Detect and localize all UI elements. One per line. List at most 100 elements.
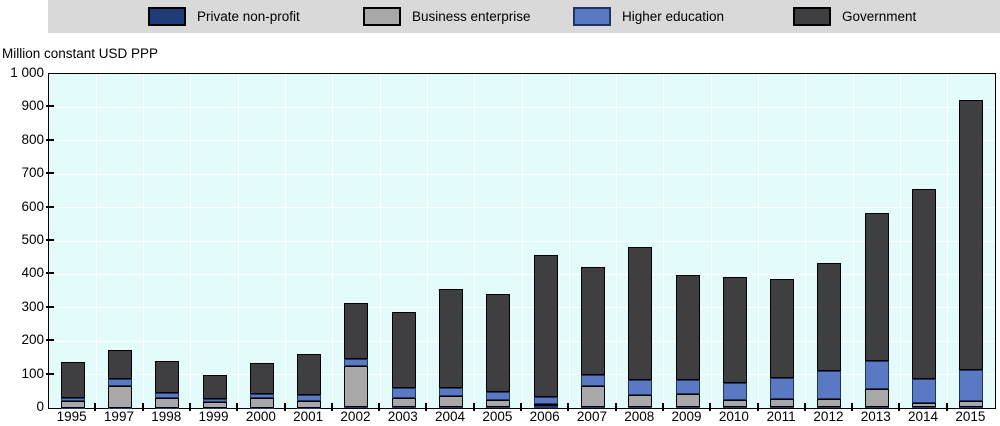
legend-item-higher-education: Higher education (573, 0, 724, 33)
bar-segment-2010-government (722, 276, 747, 383)
bar-segment-2010-private-non-profit (722, 407, 747, 408)
bar-segment-2013-higher-education (864, 360, 889, 390)
private-non-profit-swatch (148, 7, 186, 26)
legend-label-private-non-profit: Private non-profit (197, 9, 300, 24)
bar-segment-1998-business-enterprise (155, 397, 180, 408)
bar-segment-2002-business-enterprise (344, 365, 369, 408)
x-category-label: 2000 (245, 409, 276, 424)
x-tick-mark (283, 403, 286, 411)
bar-segment-2001-government (297, 353, 322, 396)
bar-segment-2013-private-non-profit (864, 407, 889, 408)
y-tick-label: 500 (21, 232, 44, 247)
bar-segment-2011-higher-education (770, 378, 795, 399)
bar-segment-2005-higher-education (486, 391, 511, 400)
x-category-label: 2001 (293, 409, 324, 424)
x-tick-mark (756, 403, 759, 411)
bar-segment-2000-business-enterprise (249, 397, 274, 408)
bar-segment-2002-private-non-profit (344, 407, 369, 408)
gridline-vertical (568, 74, 570, 408)
y-axis-title: Million constant USD PPP (2, 46, 159, 61)
bar-segment-2007-government (580, 267, 605, 375)
y-tick-label: 400 (21, 265, 44, 281)
bar-segment-2004-higher-education (439, 387, 464, 397)
x-category-label: 2015 (955, 409, 986, 424)
bar-segment-2013-business-enterprise (864, 389, 889, 408)
legend-label-business-enterprise: Business enterprise (412, 9, 531, 24)
chart-legend: Private non-profit Business enterprise H… (48, 0, 1000, 33)
bar-segment-2001-higher-education (297, 395, 322, 401)
bar-segment-2008-higher-education (628, 379, 653, 396)
y-tick-label: 200 (21, 332, 44, 348)
y-tick-mark (46, 272, 54, 275)
bar-segment-2014-business-enterprise (912, 403, 937, 408)
x-category-label: 2014 (908, 409, 939, 424)
x-tick-mark (661, 403, 664, 411)
legend-label-government: Government (842, 9, 917, 24)
gridline-vertical (710, 74, 712, 408)
y-tick-label: 900 (21, 98, 44, 114)
x-category-label: 1995 (56, 409, 87, 424)
x-category-label: 2010 (718, 409, 749, 424)
bar-segment-2001-business-enterprise (297, 401, 322, 408)
bar-segment-2011-business-enterprise (770, 398, 795, 408)
bar-segment-2012-government (817, 263, 842, 371)
bar-segment-2006-higher-education (533, 396, 558, 405)
bar-segment-2009-private-non-profit (675, 407, 700, 408)
bar-segment-2005-government (486, 293, 511, 392)
x-tick-mark (803, 403, 806, 411)
x-tick-mark (425, 403, 428, 411)
gridline-vertical (143, 74, 145, 408)
x-category-label: 2004 (435, 409, 466, 424)
x-category-label: 2003 (387, 409, 418, 424)
gridline-vertical (95, 74, 97, 408)
gridline-vertical (426, 74, 428, 408)
bar-segment-1999-business-enterprise (202, 402, 227, 408)
x-tick-mark (898, 403, 901, 411)
bar-segment-2013-government (864, 212, 889, 361)
gridline-vertical (805, 74, 807, 408)
y-tick-mark (46, 372, 54, 375)
gridline-vertical (521, 74, 523, 408)
bar-segment-2014-higher-education (912, 378, 937, 403)
x-category-label: 1997 (103, 409, 134, 424)
bar-segment-2000-higher-education (249, 393, 274, 398)
y-tick-label: 600 (21, 198, 44, 214)
gridline-vertical (852, 74, 854, 408)
x-tick-mark (614, 403, 617, 411)
x-category-label: 2005 (482, 409, 513, 424)
x-tick-mark (567, 403, 570, 411)
bar-segment-2004-private-non-profit (439, 407, 464, 408)
x-category-label: 2011 (766, 409, 796, 424)
gridline-vertical (285, 74, 286, 408)
bar-segment-2006-private-non-profit (533, 406, 558, 408)
bar-segment-2014-government (912, 189, 937, 379)
x-tick-mark (520, 403, 522, 411)
bar-segment-2003-higher-education (391, 388, 416, 399)
y-tick-label: 100 (21, 365, 44, 381)
bar-segment-1999-higher-education (202, 399, 227, 402)
x-tick-mark (709, 403, 712, 411)
bar-segment-2003-private-non-profit (391, 407, 416, 408)
bar-segment-2008-government (628, 247, 653, 380)
bar-segment-2006-government (533, 255, 558, 397)
bar-segment-1998-higher-education (155, 393, 180, 398)
gridline-vertical (332, 74, 334, 408)
bar-segment-2002-higher-education (344, 358, 369, 366)
bar-segment-2008-private-non-profit (628, 407, 653, 408)
x-category-label: 2007 (576, 409, 607, 424)
bar-segment-2009-higher-education (675, 379, 700, 394)
x-category-label: 1998 (151, 409, 182, 424)
bar-segment-2010-higher-education (722, 382, 747, 401)
legend-item-government: Government (793, 0, 916, 33)
x-tick-mark (851, 403, 854, 411)
y-tick-mark (46, 339, 54, 342)
x-tick-mark (188, 403, 191, 411)
bar-segment-2015-government (959, 100, 984, 370)
bar-segment-2008-business-enterprise (628, 395, 653, 408)
x-category-label: 2006 (529, 409, 560, 424)
y-tick-mark (46, 172, 54, 175)
bar-segment-2005-business-enterprise (486, 400, 511, 408)
bar-segment-2004-government (439, 289, 464, 388)
bar-segment-2015-business-enterprise (959, 401, 984, 408)
